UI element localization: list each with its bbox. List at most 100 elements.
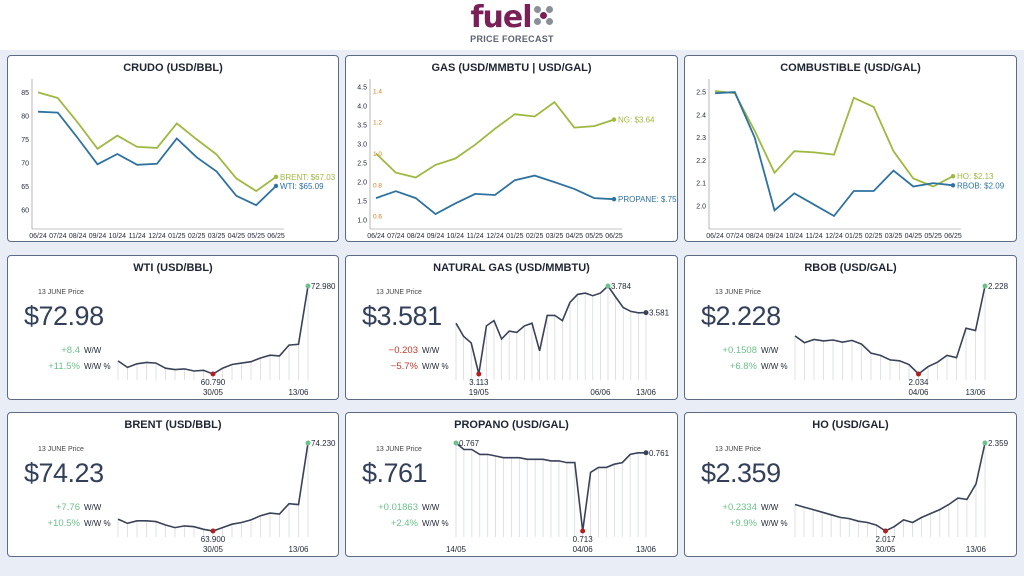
y2-tick-label: 1.2 <box>373 120 382 127</box>
gas-chart-svg: 1.01.52.02.53.03.54.04.50.60.81.01.21.40… <box>357 79 677 240</box>
x-tick-label: 04/25 <box>228 233 246 240</box>
card-change: +0.2334 <box>722 502 757 513</box>
card-price: $2.359 <box>701 458 781 488</box>
y2-tick-label: 0.8 <box>373 182 382 189</box>
x-date-label: 13/06 <box>966 545 987 554</box>
x-date-label: 13/06 <box>636 388 657 397</box>
x-tick-label: 02/25 <box>526 233 544 240</box>
end-marker <box>643 310 649 316</box>
min-label: 3.113 <box>469 378 489 387</box>
series-end-point <box>273 183 279 189</box>
crudo-chart-svg: 60 65 70 75 80 85 06/24 07/24 08/24 09/24 10/24 11/… <box>21 79 336 240</box>
x-tick-label: 01/25 <box>506 233 524 240</box>
y-tick-label: 2.5 <box>357 161 367 168</box>
card-change: +7.76 <box>55 502 80 513</box>
x-tick-label: 03/25 <box>208 233 226 240</box>
y-tick-label: 2.5 <box>696 90 706 97</box>
card-price: $.761 <box>362 458 428 488</box>
card-change-label: W/W <box>761 346 779 355</box>
y-tick-label: 80 <box>21 113 29 120</box>
x-date-label: 30/05 <box>875 545 896 554</box>
card-title: BRENT (USD/BBL) <box>124 419 222 431</box>
x-tick-label: 03/25 <box>885 233 903 240</box>
max-label: 72.980 <box>311 282 336 291</box>
x-tick-label: 01/25 <box>168 233 186 240</box>
min-label: 60.790 <box>201 378 226 387</box>
rbob-card: RBOB (USD/GAL) 13 JUNE Price $2.228 +0.1508… <box>684 255 1017 400</box>
card-change-pct-label: W/W % <box>761 519 788 528</box>
card-price: $3.581 <box>362 301 442 331</box>
min-marker <box>210 528 216 534</box>
x-tick-label: 12/24 <box>486 233 504 240</box>
card-change-pct-label: W/W % <box>761 362 788 371</box>
card-change-pct-label: W/W % <box>422 362 449 371</box>
card-change: +0.01863 <box>378 502 418 513</box>
y-tick-label: 75 <box>21 137 29 144</box>
crudo-chart-panel: CRUDO (USD/BBL) 60 65 70 75 80 85 06/24 07/24 08… <box>7 55 339 242</box>
x-date-label: 13/06 <box>965 388 986 397</box>
card-change-label: W/W <box>422 503 440 512</box>
x-tick-label: 08/24 <box>69 233 87 240</box>
series-end-label: WTI: $65.09 <box>280 182 324 191</box>
x-date-label: 06/06 <box>590 388 611 397</box>
x-date-label: 14/05 <box>446 545 467 554</box>
series-line-brent <box>37 91 277 193</box>
card-change-pct: +11.5% <box>48 361 80 372</box>
combustible-chart-title: COMBUSTIBLE (USD/GAL) <box>780 62 921 74</box>
end-marker <box>643 450 649 456</box>
x-tick-label: 08/24 <box>746 233 764 240</box>
mini-chart-svg: 2.017 2.359 30/05 13/06 <box>794 439 1009 554</box>
y-tick-label: 3.5 <box>357 122 367 129</box>
combustible-chart-svg: 2.0 2.1 2.2 2.3 2.4 2.5 06/24 07/24 08/24 09/24 10… <box>696 79 1005 240</box>
card-change-pct: +2.4% <box>390 518 418 529</box>
max-marker <box>982 283 988 289</box>
x-tick-label: 04/25 <box>566 233 584 240</box>
min-label: 63.900 <box>201 535 226 544</box>
card-change-pct-label: W/W % <box>84 519 111 528</box>
y-tick-label: 4.5 <box>357 84 367 91</box>
x-date-label: 30/05 <box>203 545 224 554</box>
max-marker <box>305 440 311 446</box>
end-label: 3.581 <box>649 309 670 318</box>
series-end-point <box>273 174 279 180</box>
x-date-label: 04/06 <box>573 545 594 554</box>
max-marker <box>305 283 311 289</box>
card-title: NATURAL GAS (USD/MMBTU) <box>433 262 590 274</box>
x-tick-label: 07/24 <box>49 233 67 240</box>
x-tick-label: 10/24 <box>447 233 465 240</box>
logo-word: fuel <box>470 0 532 35</box>
max-label: 0.767 <box>459 439 480 448</box>
x-tick-label: 05/25 <box>247 233 265 240</box>
y-tick-label: 60 <box>21 207 29 214</box>
series-line-ho <box>714 90 954 188</box>
card-change-pct: −5.7% <box>390 361 418 372</box>
min-marker <box>882 528 888 534</box>
y-tick-label: 2.0 <box>696 203 706 210</box>
y-tick-label: 85 <box>21 90 29 97</box>
logo: fuel PRICE FORECAST <box>0 0 1024 45</box>
card-date-label: 13 JUNE Price <box>715 289 761 296</box>
card-title: RBOB (USD/GAL) <box>804 262 897 274</box>
card-price: $74.23 <box>24 458 104 488</box>
series-end-point <box>611 197 617 202</box>
x-tick-label: 05/25 <box>924 233 942 240</box>
x-tick-label: 02/25 <box>188 233 206 240</box>
x-tick-label: 07/24 <box>387 233 405 240</box>
min-label: 2.034 <box>908 378 929 387</box>
x-tick-label: 12/24 <box>148 233 166 240</box>
min-marker <box>580 528 586 534</box>
gas-chart-panel: GAS (USD/MMBTU | USD/GAL) 1.0 1.5 2.0 2.5 3.… <box>345 55 678 242</box>
card-title: PROPANO (USD/GAL) <box>454 419 569 431</box>
mini-chart-svg: 60.790 72.980 30/05 13/06 <box>117 282 336 397</box>
x-tick-label: 11/24 <box>467 233 484 240</box>
price-line <box>794 285 986 376</box>
header-bar: fuel PRICE FORECAST <box>0 0 1024 50</box>
max-label: 3.784 <box>611 282 632 291</box>
card-change: +8.4 <box>61 345 80 356</box>
x-tick-label: 01/25 <box>845 233 863 240</box>
logo-dots-icon <box>533 5 554 25</box>
series-end-point <box>950 174 956 179</box>
y-tick-label: 1.5 <box>357 199 367 206</box>
gas-chart-title: GAS (USD/MMBTU | USD/GAL) <box>431 62 592 74</box>
x-tick-label: 10/24 <box>109 233 127 240</box>
